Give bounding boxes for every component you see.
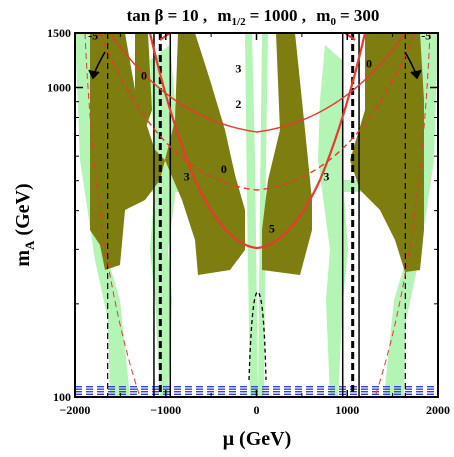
olive-left bbox=[90, 33, 165, 270]
x-tick-label: 2000 bbox=[426, 403, 450, 417]
x-tick-label: 1000 bbox=[335, 403, 359, 417]
green-band-right-inner bbox=[318, 45, 348, 397]
red-dashed-right-outer bbox=[374, 33, 431, 397]
contour-label: 3 bbox=[184, 170, 190, 184]
black-contours bbox=[107, 33, 406, 397]
plot-area: -5 -5 3 2 0 0 0 3 3 5 bbox=[75, 28, 438, 397]
olive-left-upper bbox=[135, 33, 152, 130]
olive-center-right bbox=[262, 33, 312, 275]
y-tick-label: 1000 bbox=[47, 81, 71, 95]
olive-right bbox=[350, 33, 424, 272]
contour-label: 0 bbox=[141, 69, 147, 83]
black-dashed-dome bbox=[248, 291, 267, 381]
olive-center-left bbox=[165, 33, 245, 275]
x-tick-label: 0 bbox=[254, 403, 260, 417]
contour-label: 5 bbox=[269, 222, 275, 236]
contour-label: 3 bbox=[235, 61, 241, 75]
excluded-regions bbox=[90, 33, 424, 275]
contour-label: -5 bbox=[88, 28, 98, 42]
x-tick-label: −2000 bbox=[60, 403, 91, 417]
green-band-center-2 bbox=[258, 33, 268, 397]
y-tick-label: 1500 bbox=[47, 26, 71, 40]
chart-title: tan β = 10 , m1/2 = 1000 , m0 = 300 bbox=[127, 6, 380, 28]
arrow-left-head bbox=[88, 69, 100, 80]
x-axis-ticks: −2000 −1000 0 1000 2000 bbox=[60, 33, 450, 417]
y-axis-ticks: 100 1000 1500 bbox=[47, 26, 438, 404]
red-dashed-2 bbox=[99, 33, 416, 191]
y-axis-label: mA(GeV) bbox=[12, 183, 37, 266]
arrow-right-head bbox=[410, 69, 422, 80]
red-solid-3 bbox=[109, 33, 406, 133]
contour-label: -5 bbox=[421, 28, 431, 42]
contour-label: 3 bbox=[323, 170, 329, 184]
red-contours bbox=[84, 33, 431, 397]
contour-label: 0 bbox=[221, 162, 227, 176]
x-axis-label: μ (GeV) bbox=[223, 428, 292, 450]
y-tick-label: 100 bbox=[53, 390, 71, 404]
x-tick-label: −1000 bbox=[150, 403, 181, 417]
contour-labels: -5 -5 3 2 0 0 0 3 3 5 bbox=[88, 28, 431, 236]
red-dashed-left-outer bbox=[84, 33, 141, 397]
contour-label: 2 bbox=[235, 97, 241, 111]
contour-label: 0 bbox=[366, 57, 372, 71]
red-solid-0 bbox=[148, 33, 367, 250]
green-band-center bbox=[245, 33, 258, 397]
arrows bbox=[88, 51, 422, 80]
